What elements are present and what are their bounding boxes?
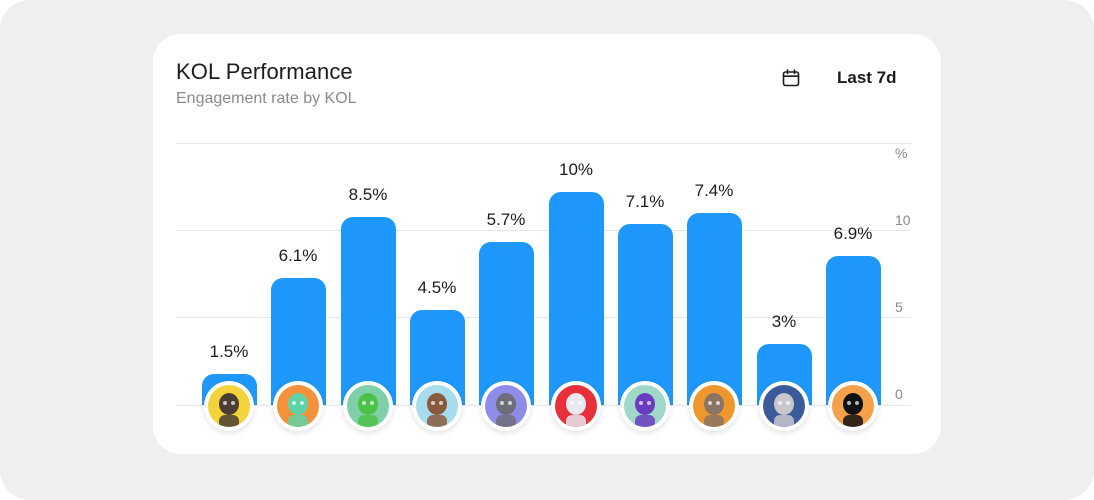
bar-kol-6[interactable]	[549, 192, 604, 405]
avatar-image-icon	[277, 385, 319, 427]
avatar-image-icon	[763, 385, 805, 427]
kol-avatar-5[interactable]	[481, 381, 531, 431]
calendar-icon	[781, 68, 801, 88]
bar-kol-10[interactable]	[826, 256, 881, 405]
bar-value-label: 1.5%	[209, 342, 249, 361]
bar-value-label: 4.5%	[417, 278, 457, 297]
bar-value-label: 5.7%	[486, 210, 526, 229]
bar-kol-7[interactable]	[618, 224, 673, 405]
kol-avatar-8[interactable]	[689, 381, 739, 431]
avatar-image-icon	[693, 385, 735, 427]
avatar-image-icon	[208, 385, 250, 427]
avatar-image-icon	[416, 385, 458, 427]
bar-kol-8[interactable]	[687, 213, 742, 405]
kol-avatar-10[interactable]	[828, 381, 878, 431]
card-subtitle: Engagement rate by KOL	[176, 90, 357, 107]
gridline-10	[176, 230, 911, 231]
y-axis-unit: %	[895, 145, 908, 161]
bar-value-label: 10%	[558, 160, 594, 179]
gridline-5	[176, 317, 911, 318]
kol-avatar-4[interactable]	[412, 381, 462, 431]
bar-value-label: 6.9%	[833, 224, 873, 243]
gridline-top	[176, 143, 911, 144]
y-tick-0: 0	[895, 386, 903, 402]
avatar-image-icon	[555, 385, 597, 427]
avatar-image-icon	[832, 385, 874, 427]
kol-avatar-9[interactable]	[759, 381, 809, 431]
bar-value-label: 7.1%	[625, 192, 665, 211]
bar-value-label: 7.4%	[694, 181, 734, 200]
bar-chart: % 10 5 0 1.5% 6.1% 8.5% 4.5% 5.7% 10% 7.1% 7.4%…	[153, 34, 941, 454]
bar-kol-5[interactable]	[479, 242, 534, 405]
kol-avatar-2[interactable]	[273, 381, 323, 431]
y-tick-10: 10	[895, 212, 911, 228]
avatar-image-icon	[485, 385, 527, 427]
y-tick-5: 5	[895, 299, 903, 315]
avatar-image-icon	[624, 385, 666, 427]
kol-performance-card: KOL Performance Engagement rate by KOL L…	[153, 34, 941, 454]
kol-avatar-7[interactable]	[620, 381, 670, 431]
bar-kol-3[interactable]	[341, 217, 396, 405]
date-range-label: Last 7d	[837, 68, 897, 87]
kol-avatar-3[interactable]	[343, 381, 393, 431]
bar-value-label: 6.1%	[278, 246, 318, 265]
card-title: KOL Performance	[176, 59, 353, 84]
avatar-image-icon	[347, 385, 389, 427]
gridline-0	[176, 405, 911, 406]
bar-value-label: 3%	[771, 312, 797, 331]
date-range-button[interactable]: Last 7d	[773, 62, 913, 94]
kol-avatar-1[interactable]	[204, 381, 254, 431]
kol-avatar-6[interactable]	[551, 381, 601, 431]
bar-value-label: 8.5%	[348, 185, 388, 204]
